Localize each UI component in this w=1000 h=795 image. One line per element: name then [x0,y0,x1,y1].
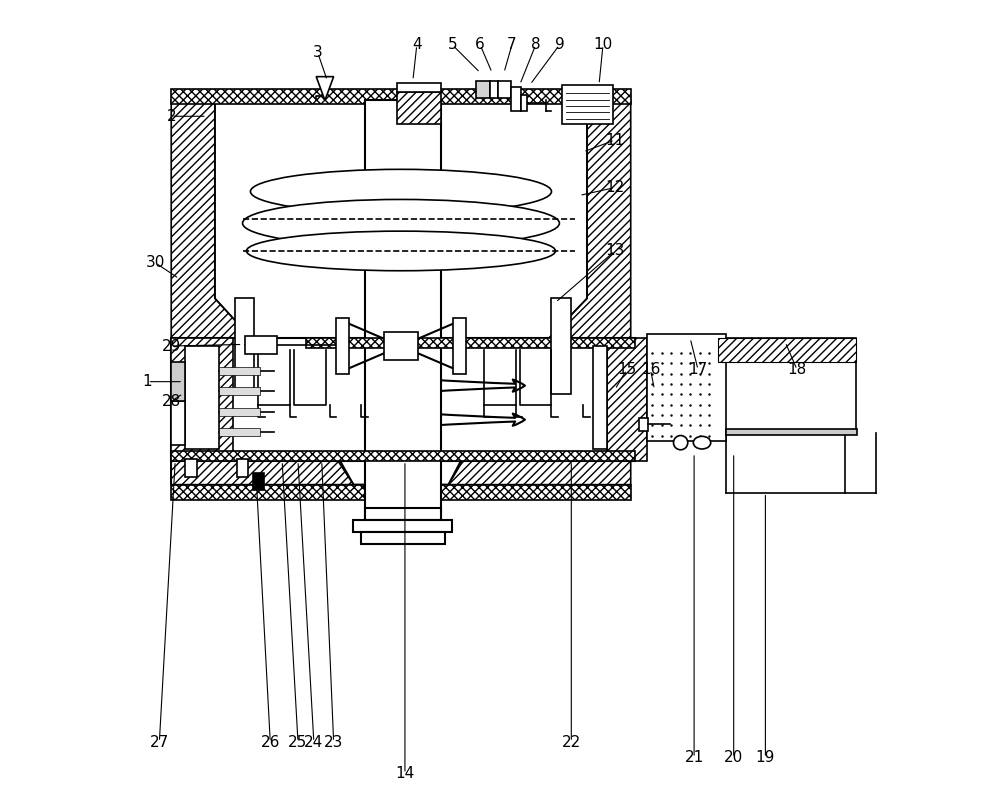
Polygon shape [171,100,302,485]
Text: 5: 5 [448,37,457,52]
Ellipse shape [246,231,555,271]
Bar [639,418,648,431]
Bar [476,80,490,98]
Bar [353,520,452,532]
Bar [235,298,254,394]
Polygon shape [215,100,587,485]
Text: 13: 13 [605,243,625,258]
Bar [593,346,607,449]
Bar [718,338,856,362]
Text: 10: 10 [593,37,613,52]
Bar [726,429,856,435]
Bar [511,87,521,111]
Text: 27: 27 [150,735,169,750]
Polygon shape [496,100,631,405]
Bar [171,338,635,461]
Bar [397,83,441,92]
Text: 29: 29 [162,339,181,354]
Text: 2: 2 [166,109,176,124]
Text: 20: 20 [724,750,743,766]
Text: 18: 18 [787,363,807,378]
Bar [647,334,726,441]
Bar [171,88,631,104]
Bar [171,401,185,445]
Ellipse shape [250,169,551,214]
Bar [551,298,571,394]
Text: 17: 17 [688,363,708,378]
Bar [219,387,260,395]
Bar [171,338,233,461]
Bar [245,336,277,354]
Text: 28: 28 [162,394,181,409]
Bar [521,95,527,111]
Bar [365,509,441,520]
Bar [397,92,441,124]
Polygon shape [316,76,334,100]
Ellipse shape [243,200,559,247]
Bar [490,80,498,98]
Bar [361,532,445,544]
Text: 6: 6 [475,37,485,52]
Text: 7: 7 [507,37,517,52]
Text: 21: 21 [684,750,704,766]
Text: 1: 1 [143,374,152,390]
Text: 9: 9 [555,37,564,52]
Text: 15: 15 [617,363,636,378]
Bar [171,362,185,401]
Bar [718,338,856,433]
Bar [562,84,613,124]
Bar [253,473,264,491]
Bar [219,429,260,436]
Text: 30: 30 [146,255,165,270]
Text: 25: 25 [288,735,308,750]
Bar [185,346,219,449]
Text: 26: 26 [261,735,280,750]
Text: 22: 22 [562,735,581,750]
Text: 24: 24 [304,735,323,750]
Text: 12: 12 [605,180,624,195]
Bar [171,485,631,501]
Bar [185,460,197,477]
Bar [219,408,260,416]
Bar [498,80,511,98]
Text: 16: 16 [641,363,660,378]
Polygon shape [171,405,353,485]
Text: 19: 19 [756,750,775,766]
Text: 14: 14 [395,766,415,781]
Text: 23: 23 [324,735,343,750]
Bar [384,332,418,360]
Bar [306,338,635,347]
Bar [219,366,260,374]
Bar [365,100,441,520]
Bar [171,452,635,461]
Text: 11: 11 [605,133,624,148]
Text: 8: 8 [531,37,540,52]
Ellipse shape [693,436,711,449]
Text: 3: 3 [313,45,323,60]
Polygon shape [449,405,631,485]
Circle shape [673,436,688,450]
Bar [237,460,248,477]
Text: 4: 4 [412,37,422,52]
Bar [453,318,466,374]
Bar [336,318,349,374]
Bar [607,338,647,461]
